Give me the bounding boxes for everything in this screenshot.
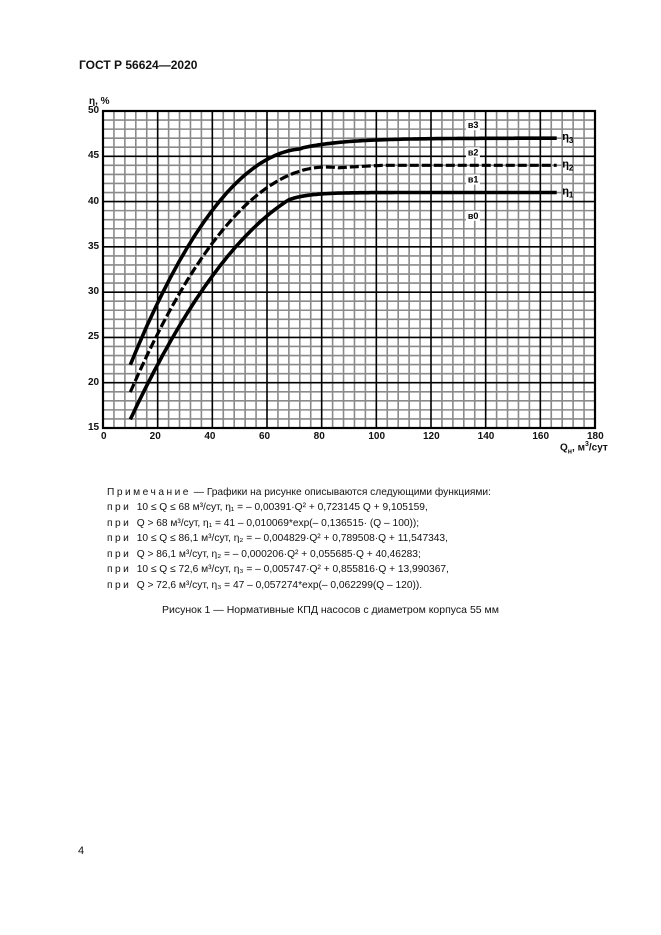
y-tick: 30 (88, 286, 100, 298)
x-tick: 120 (423, 431, 440, 442)
note-formula-line: при Q > 86,1 м³/сут, η₂ = – 0,000206·Q² … (107, 548, 421, 560)
zone-label: в1 (468, 175, 479, 185)
curve-label: η3 (562, 131, 574, 145)
note-formula-line: при Q > 72,6 м³/сут, η₃ = 47 – 0,057274*… (107, 579, 423, 591)
x-tick: 160 (532, 431, 550, 442)
x-tick: 180 (587, 431, 604, 442)
note-formula-line: при 10 ≤ Q ≤ 68 м³/сут, η₁ = – 0,00391·Q… (107, 502, 428, 513)
x-tick: 80 (313, 431, 325, 442)
x-tick: 0 (101, 431, 107, 442)
note-formula-line: при 10 ≤ Q ≤ 86,1 м³/сут, η₂ = – 0,00482… (107, 533, 448, 544)
note-formula-line: при 10 ≤ Q ≤ 72,6 м³/сут, η₃ = – 0,00574… (107, 564, 449, 575)
y-tick: 20 (88, 376, 100, 388)
zone-label: в0 (468, 211, 479, 221)
zone-label: в2 (468, 147, 479, 157)
x-tick: 60 (259, 431, 271, 442)
y-tick: 25 (88, 331, 100, 343)
y-tick: 40 (88, 195, 100, 207)
zone-label: в3 (468, 120, 479, 130)
y-tick: 50 (88, 105, 100, 116)
curve-label: η2 (562, 158, 574, 172)
document-header: ГОСТ Р 56624—2020 (79, 58, 198, 72)
y-axis-label: η, % (89, 96, 110, 107)
x-tick: 20 (149, 431, 161, 442)
note-formula-line: при Q > 68 м³/сут, η₁ = 41 – 0,010069*ex… (107, 517, 420, 529)
curve-label: η1 (562, 186, 574, 200)
x-axis-label: Qн, м3/сут (560, 441, 608, 456)
y-tick: 45 (88, 150, 100, 162)
x-tick: 140 (477, 431, 495, 442)
figure-caption: Рисунок 1 — Нормативные КПД насосов с ди… (162, 604, 499, 616)
note-intro: Примечание — Графики на рисунке описываю… (107, 487, 491, 498)
page-number: 4 (78, 845, 85, 857)
y-tick: 35 (88, 240, 100, 252)
curve-η3 (128, 136, 557, 366)
efficiency-chart: η3 η2 η1 в3 в2 в1 в0 (101, 109, 597, 430)
x-tick: 100 (368, 431, 386, 442)
curve-η1 (128, 190, 557, 421)
plot-frame (101, 109, 597, 430)
y-tick: 15 (88, 422, 100, 433)
curve-η2 (128, 163, 557, 393)
x-tick: 40 (204, 431, 216, 442)
